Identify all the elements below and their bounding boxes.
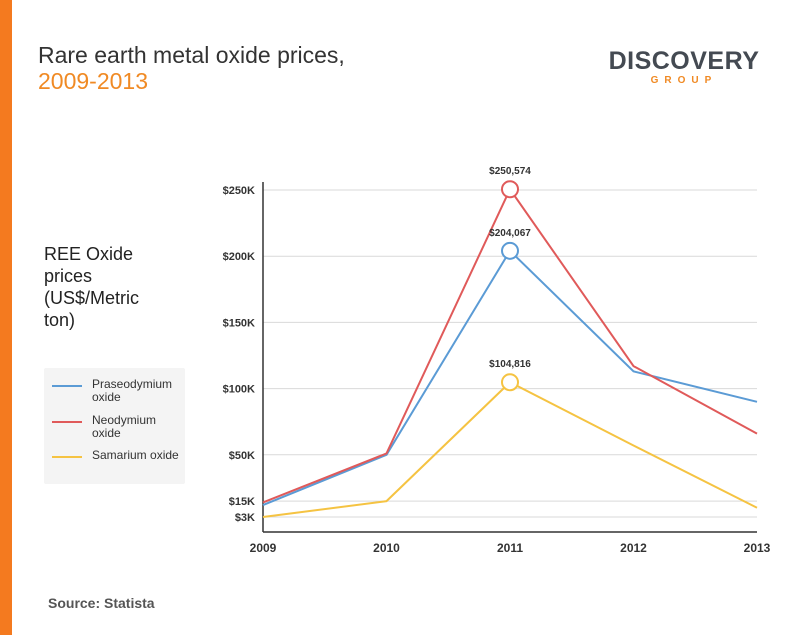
x-tick-label: 2013 bbox=[744, 541, 771, 555]
discovery-group-logo: DISCOVERY GROUP bbox=[608, 48, 760, 86]
peak-marker bbox=[501, 241, 519, 260]
data-label: $104,816 bbox=[489, 359, 531, 370]
y-axis-title: REE Oxide prices (US$/Metric ton) bbox=[44, 244, 140, 330]
chart-title: Rare earth metal oxide prices, bbox=[38, 42, 345, 68]
y-tick-label: $200K bbox=[223, 251, 255, 263]
peak-marker bbox=[501, 180, 519, 199]
chart-subtitle-years: 2009-2013 bbox=[38, 68, 148, 94]
y-tick-label: $50K bbox=[229, 450, 255, 462]
data-label: $204,067 bbox=[489, 228, 531, 239]
legend-swatch-samarium bbox=[52, 456, 82, 458]
legend-label-samarium: Samarium oxide bbox=[92, 448, 179, 462]
legend-swatch-praseodymium bbox=[52, 385, 82, 387]
peak-marker bbox=[501, 373, 519, 392]
logo-subtitle: GROUP bbox=[650, 75, 718, 86]
legend-swatch-neodymium bbox=[52, 421, 82, 423]
y-tick-label: $100K bbox=[223, 384, 255, 396]
legend-label-praseodymium: Praseodymium oxide bbox=[92, 377, 173, 404]
legend-item-praseodymium: Praseodymium oxide bbox=[52, 378, 182, 408]
source-note: Source: Statista bbox=[48, 595, 155, 611]
legend: Praseodymium oxide Neodymium oxide Samar… bbox=[44, 368, 185, 484]
x-tick-label: 2012 bbox=[620, 541, 647, 555]
y-tick-label: $3K bbox=[235, 512, 255, 524]
x-tick-label: 2010 bbox=[373, 541, 400, 555]
data-label: $250,574 bbox=[489, 166, 531, 177]
legend-item-samarium: Samarium oxide bbox=[52, 449, 182, 479]
series-line-samarium-oxide bbox=[262, 381, 758, 519]
accent-bar bbox=[0, 0, 12, 635]
legend-label-neodymium: Neodymium oxide bbox=[92, 413, 157, 440]
y-tick-label: $250K bbox=[223, 185, 255, 197]
legend-item-neodymium: Neodymium oxide bbox=[52, 414, 182, 444]
logo-wordmark: DISCOVERY bbox=[608, 47, 760, 75]
x-tick-label: 2011 bbox=[497, 541, 523, 555]
y-tick-label: $150K bbox=[223, 317, 255, 329]
y-tick-label: $15K bbox=[229, 496, 255, 508]
x-tick-label: 2009 bbox=[250, 541, 277, 555]
